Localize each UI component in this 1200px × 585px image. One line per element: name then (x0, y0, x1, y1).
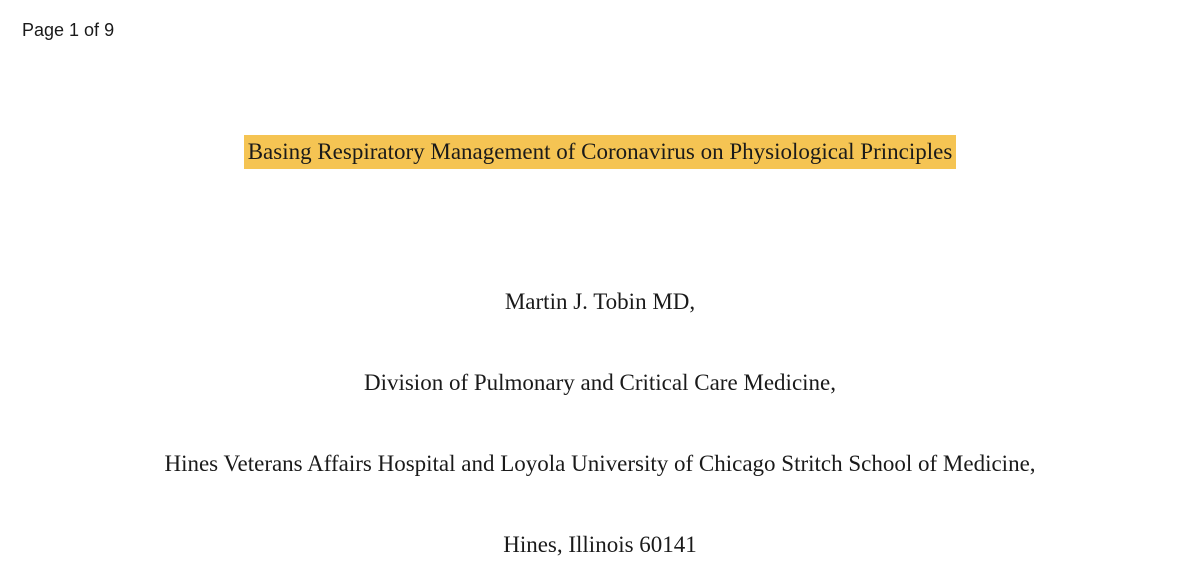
affiliation-institution: Hines Veterans Affairs Hospital and Loyo… (0, 451, 1200, 477)
document-body: Basing Respiratory Management of Coronav… (0, 0, 1200, 558)
title-wrapper: Basing Respiratory Management of Coronav… (0, 135, 1200, 169)
location: Hines, Illinois 60141 (0, 532, 1200, 558)
document-title: Basing Respiratory Management of Coronav… (244, 135, 957, 169)
affiliation-division: Division of Pulmonary and Critical Care … (0, 370, 1200, 396)
page-indicator: Page 1 of 9 (22, 20, 114, 41)
author-name: Martin J. Tobin MD, (0, 289, 1200, 315)
